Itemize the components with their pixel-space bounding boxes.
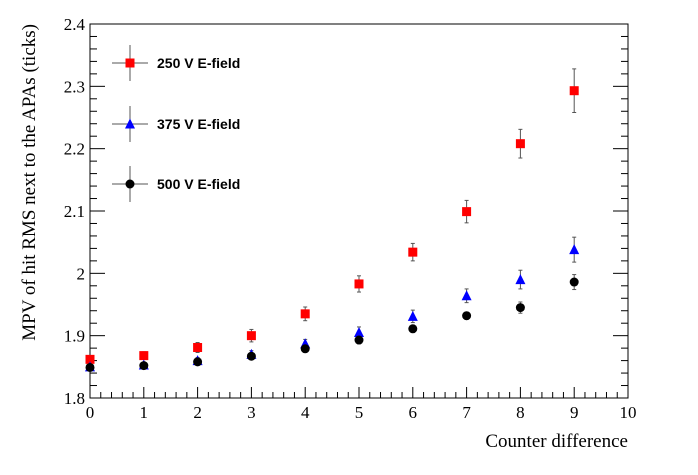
- data-point: [515, 274, 526, 285]
- data-point: [85, 362, 95, 372]
- x-tick-label: 3: [247, 403, 256, 422]
- data-point: [300, 344, 310, 354]
- data-point: [407, 310, 418, 321]
- x-tick-label: 10: [620, 403, 637, 422]
- data-point: [300, 309, 310, 319]
- data-point: [515, 139, 525, 149]
- x-tick-label: 9: [570, 403, 579, 422]
- legend-label: 250 V E-field: [157, 55, 240, 71]
- y-tick-label: 1.9: [64, 327, 85, 346]
- legend-entry-2: 500 V E-field: [112, 166, 240, 202]
- tick-labels: 0 1 2 3 4 5 6 7 8 9 10 1.8 1.9 2 2.1 2.2 2.3 2.4: [64, 15, 637, 422]
- data-point: [569, 86, 579, 96]
- legend-marker: [125, 179, 135, 189]
- y-tick-label: 2.4: [64, 15, 86, 34]
- y-tick-label: 2.1: [64, 202, 85, 221]
- data-point: [462, 207, 472, 217]
- data-point: [246, 331, 256, 341]
- x-tick-label: 2: [193, 403, 202, 422]
- data-point: [354, 279, 364, 289]
- data-point: [569, 277, 579, 287]
- legend-entry-0: 250 V E-field: [112, 45, 240, 81]
- data-point: [462, 311, 472, 321]
- data-point: [139, 351, 149, 361]
- legend-label: 500 V E-field: [157, 176, 240, 192]
- data-point: [354, 327, 364, 338]
- y-axis-label: MPV of hit RMS next to the APAs (ticks): [19, 24, 40, 341]
- x-tick-label: 0: [86, 403, 95, 422]
- legend-label: 375 V E-field: [157, 116, 240, 132]
- x-tick-label: 7: [462, 403, 471, 422]
- x-axis-label: Counter difference: [485, 431, 628, 452]
- data-point: [408, 247, 418, 257]
- x-tick-label: 5: [355, 403, 364, 422]
- x-tick-label: 6: [409, 403, 418, 422]
- series-0: [85, 68, 579, 364]
- legend-marker: [125, 58, 135, 68]
- legend-entry-1: 375 V E-field: [112, 106, 240, 142]
- legend: 250 V E-field 375 V E-field 500 V E-field: [112, 45, 240, 202]
- data-markers: [85, 68, 580, 372]
- y-tick-label: 2: [77, 264, 86, 283]
- y-tick-label: 2.2: [64, 140, 85, 159]
- x-tick-label: 8: [516, 403, 525, 422]
- y-tick-label: 2.3: [64, 77, 85, 96]
- series-1: [85, 236, 580, 372]
- data-point: [515, 303, 525, 313]
- data-point: [354, 335, 364, 345]
- x-tick-label: 1: [140, 403, 149, 422]
- data-point: [246, 351, 256, 361]
- legend-marker: [125, 118, 135, 129]
- axis-ticks: [89, 23, 629, 399]
- x-tick-label: 4: [301, 403, 310, 422]
- data-point: [461, 290, 472, 301]
- data-point: [408, 324, 418, 334]
- series-2: [85, 274, 579, 372]
- data-point: [193, 343, 203, 353]
- data-point: [193, 357, 203, 367]
- data-point: [85, 354, 95, 364]
- data-point: [569, 244, 580, 255]
- data-point: [139, 361, 149, 371]
- y-tick-label: 1.8: [64, 389, 85, 408]
